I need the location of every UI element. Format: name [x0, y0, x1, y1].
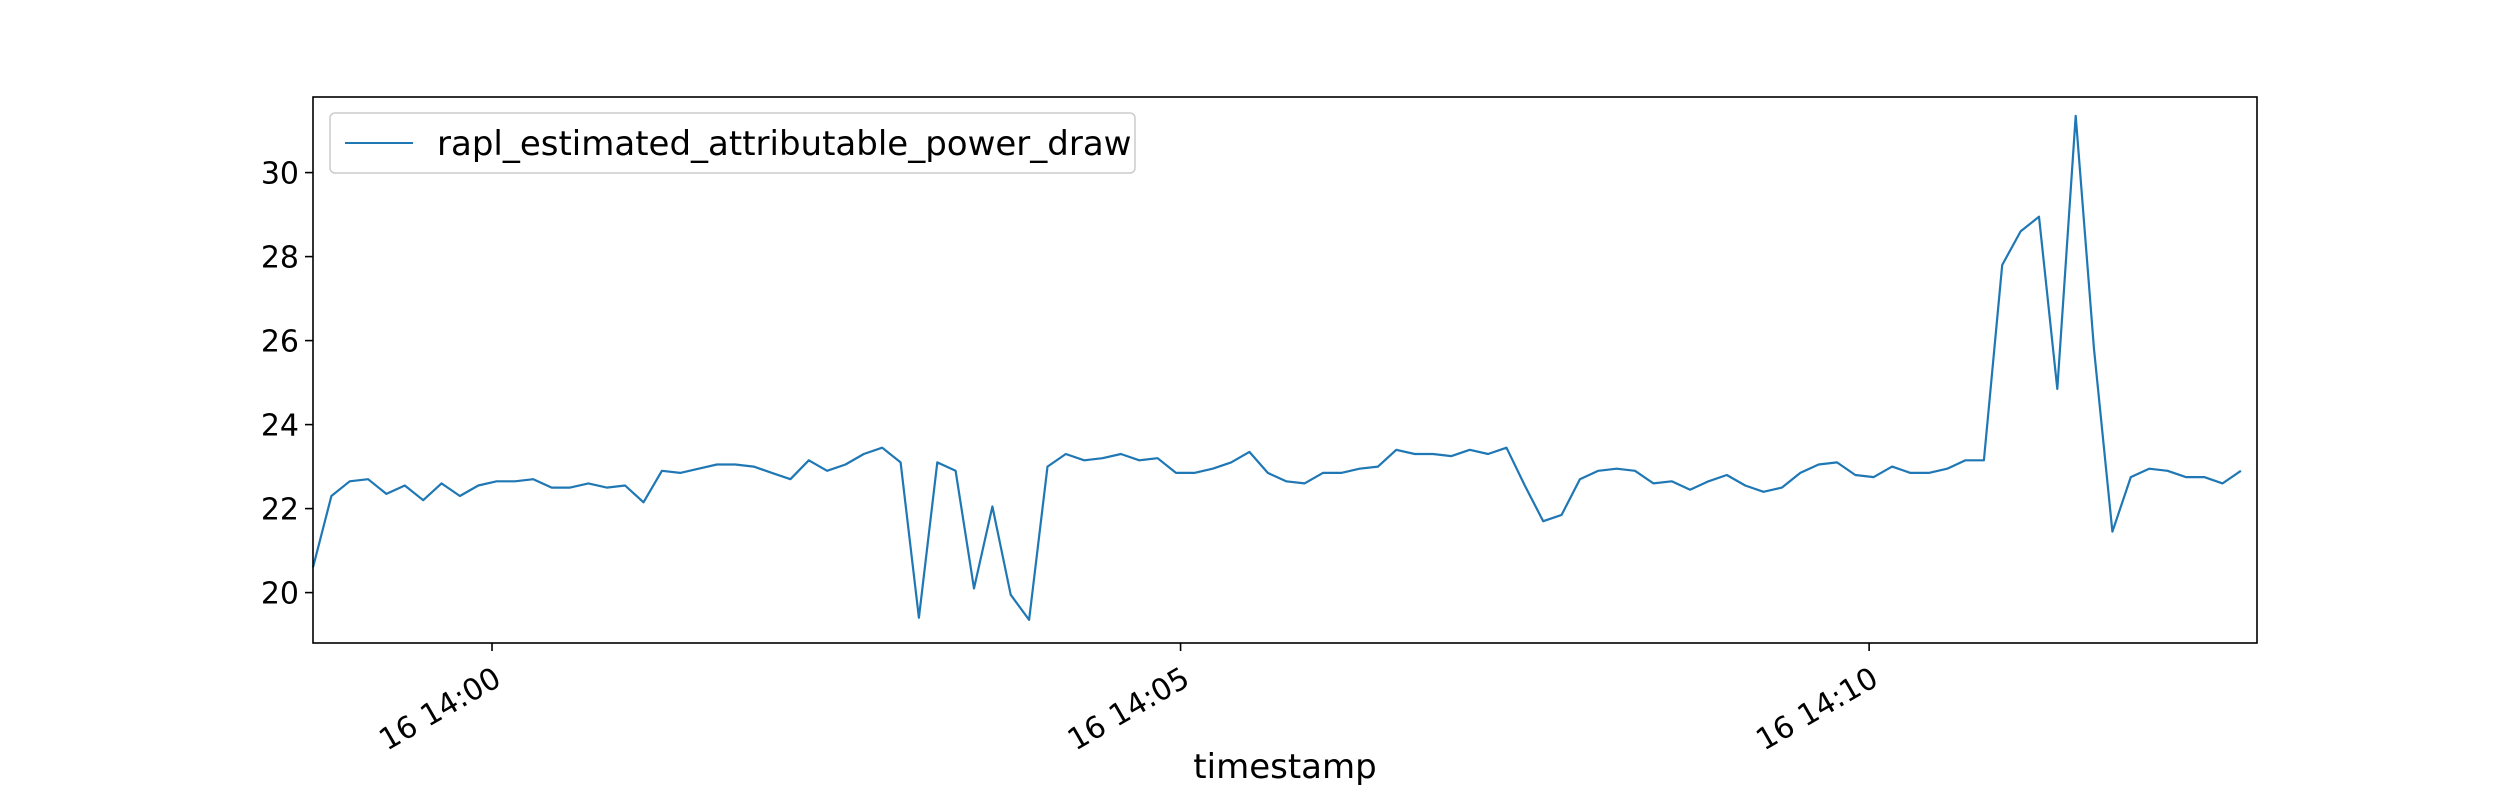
plot-frame: [312, 96, 2258, 644]
legend: rapl_estimated_attributable_power_draw: [329, 112, 1136, 174]
plot-area: [313, 97, 2257, 643]
legend-label: rapl_estimated_attributable_power_draw: [437, 124, 1132, 164]
y-tick-label: 22: [261, 493, 299, 528]
x-axis-label: timestamp: [1193, 747, 1376, 787]
y-tick-label: 24: [261, 409, 299, 444]
series-line: [311, 114, 2242, 622]
y-tick-label: 28: [261, 241, 299, 276]
legend-box: [329, 112, 1136, 174]
y-tick-label: 26: [261, 325, 299, 360]
y-tick-label: 30: [261, 157, 299, 192]
y-tick-label: 20: [261, 577, 299, 612]
y-axis: 20 22 24 26 28 30: [261, 157, 313, 612]
series-layer: [311, 114, 2242, 622]
